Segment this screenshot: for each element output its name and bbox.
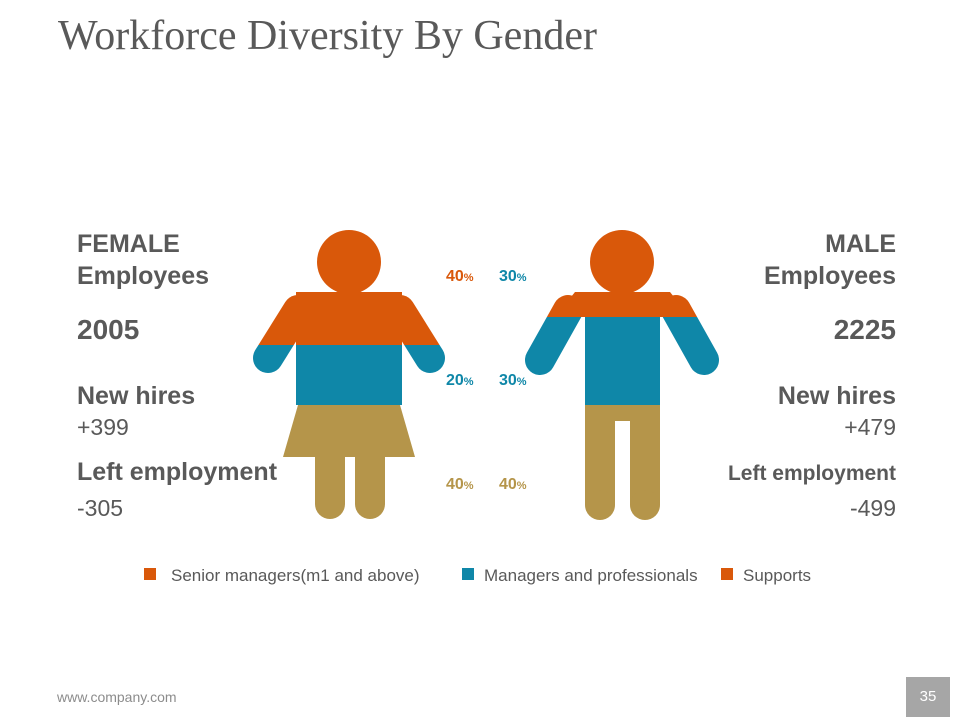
female-new-hires-value: +399: [77, 414, 129, 440]
male-left-label: Left employment: [727, 462, 896, 485]
legend-item-supports: Supports: [721, 566, 811, 586]
legend-item-senior: Senior managers(m1 and above): [144, 566, 420, 586]
male-figure: [525, 230, 719, 520]
female-heading-line2: Employees: [77, 262, 210, 290]
footer-url: www.company.com: [57, 689, 177, 705]
legend-swatch: [721, 568, 733, 580]
legend-swatch: [144, 568, 156, 580]
page-number: 35: [906, 677, 950, 717]
legend-item-managers: Managers and professionals: [462, 566, 698, 586]
female-pct-supports: 40%: [446, 476, 474, 493]
male-pct-supports: 40%: [499, 476, 527, 493]
female-pct-senior: 40%: [446, 268, 474, 285]
legend-swatch: [462, 568, 474, 580]
male-pct-senior: 30%: [499, 268, 527, 285]
legend-label: Supports: [743, 566, 812, 585]
legend-label: Senior managers(m1 and above): [171, 566, 420, 585]
slide-title: Workforce Diversity By Gender: [58, 13, 597, 59]
female-left-value: -305: [77, 495, 124, 521]
female-heading-line1: FEMALE: [77, 230, 180, 258]
male-head: [590, 230, 654, 294]
female-total: 2005: [77, 314, 140, 345]
female-pct-managers: 20%: [446, 372, 474, 389]
female-new-hires-label: New hires: [77, 382, 196, 410]
male-heading-line1: MALE: [825, 230, 896, 258]
male-total: 2225: [833, 314, 896, 345]
male-pct-managers: 30%: [499, 372, 527, 389]
male-left-value: -499: [849, 495, 896, 521]
female-head: [317, 230, 381, 294]
male-new-hires-value: +479: [844, 414, 896, 440]
female-figure: [253, 230, 445, 519]
legend-label: Managers and professionals: [484, 566, 698, 585]
male-new-hires-label: New hires: [777, 382, 896, 410]
male-heading-line2: Employees: [763, 262, 896, 290]
female-left-label: Left employment: [77, 458, 278, 486]
